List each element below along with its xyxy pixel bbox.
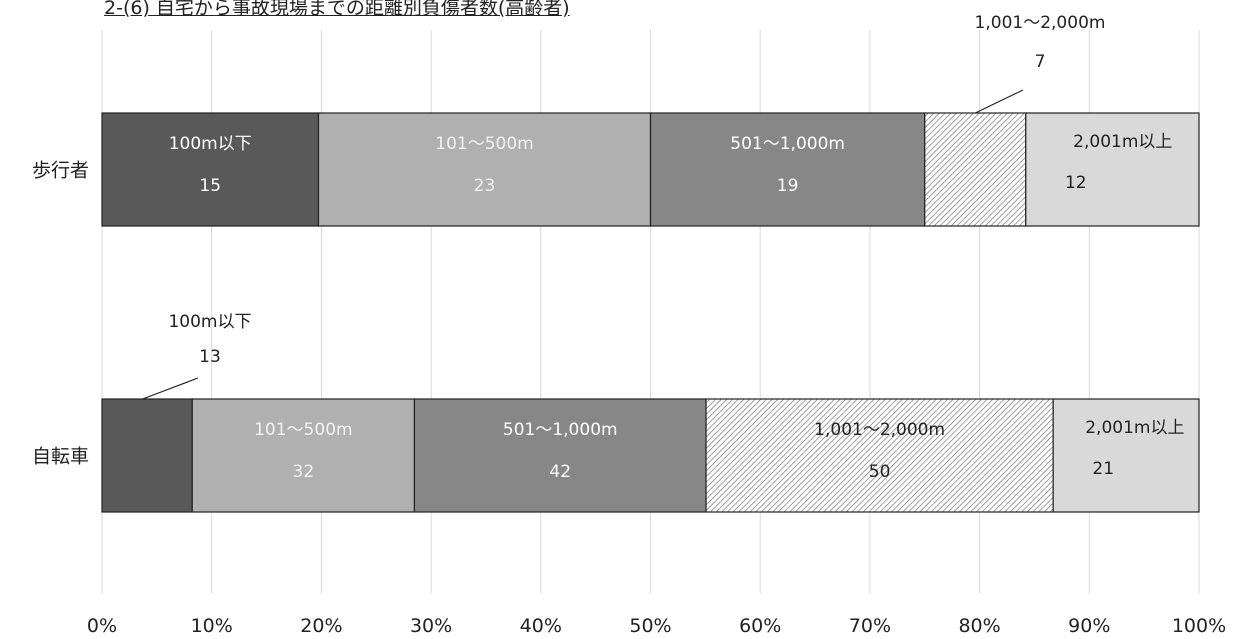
chart-title: 2-(6) 自宅から事故現場までの距離別負傷者数(高齢者) [104, 0, 570, 19]
segment-series-label: 1,001～2,000m [814, 420, 945, 440]
x-tick-label: 50% [629, 615, 671, 637]
segment-series-label: 101～500m [254, 420, 352, 440]
x-tick-label: 60% [739, 615, 781, 637]
segment-series-label: 501～1,000m [503, 420, 618, 440]
category-label: 自転車 [32, 446, 89, 468]
segment-value-label: 12 [1065, 173, 1087, 193]
callout-leader-line [975, 89, 1024, 114]
bar-segment [1052, 398, 1200, 513]
x-tick-label: 90% [1068, 615, 1110, 637]
x-tick-label: 70% [849, 615, 891, 637]
x-tick-label: 30% [410, 615, 452, 637]
segment-value-label: 21 [1092, 459, 1114, 479]
bar-segment [705, 398, 1054, 513]
segment-series-label: 2,001m以上 [1085, 418, 1184, 438]
x-tick-label: 20% [300, 615, 342, 637]
segment-series-label: 501～1,000m [730, 134, 845, 154]
callout-leader-line [142, 377, 199, 400]
bar-segment [101, 112, 320, 227]
bar-segment [924, 112, 1027, 227]
segment-value-label: 15 [199, 176, 221, 196]
x-tick-label: 10% [191, 615, 233, 637]
bar-segment [101, 398, 193, 513]
x-tick-label: 80% [958, 615, 1000, 637]
bar-segment [1025, 112, 1200, 227]
callout-series-label: 100m以下 [168, 312, 251, 332]
bar-segment [317, 112, 652, 227]
segment-value-label: 50 [869, 462, 891, 482]
category-label: 歩行者 [32, 160, 89, 182]
callout-value-label: 13 [199, 347, 221, 367]
callout-value-label: 7 [1035, 52, 1046, 72]
bar-segment [649, 112, 926, 227]
segment-value-label: 42 [549, 462, 571, 482]
bar-segment [191, 398, 416, 513]
segment-value-label: 32 [293, 462, 315, 482]
segment-value-label: 19 [777, 176, 799, 196]
callout-series-label: 1,001～2,000m [975, 13, 1106, 33]
x-tick-label: 0% [87, 615, 117, 637]
segment-value-label: 23 [474, 176, 496, 196]
bar-segment [413, 398, 707, 513]
x-tick-label: 40% [520, 615, 562, 637]
segment-series-label: 101～500m [435, 134, 533, 154]
x-tick-label: 100% [1172, 615, 1226, 637]
segment-series-label: 100m以下 [169, 134, 252, 154]
segment-series-label: 2,001m以上 [1073, 132, 1172, 152]
